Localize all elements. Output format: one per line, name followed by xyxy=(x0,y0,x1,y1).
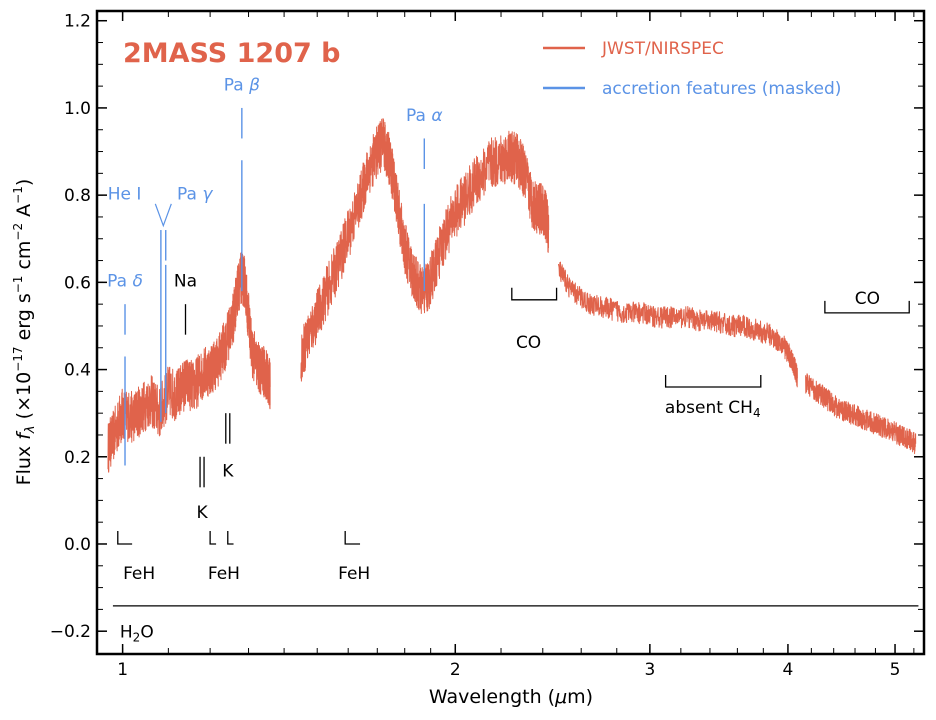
feature-bracket xyxy=(664,375,762,388)
tick-marks: −0.2 0.0 0.2 0.4 0.6 0.8 1.0 1.2 1 2 3 4 5 xyxy=(50,12,923,680)
annotation-label: He I xyxy=(108,185,142,205)
x-tick-label: 4 xyxy=(783,660,794,680)
annotation-label: FeH xyxy=(123,564,155,584)
x-tick-label: 1 xyxy=(117,660,128,680)
chart-title: 2MASS 1207 b xyxy=(123,38,341,69)
annotation-label: FeH xyxy=(338,564,370,584)
accretion-fork xyxy=(154,203,172,228)
accretion-lines xyxy=(124,107,426,466)
y-tick-label: 0.6 xyxy=(64,273,91,293)
y-tick-label: 0.0 xyxy=(64,535,91,555)
annotation-label: Pa δ xyxy=(107,272,143,292)
feature-bracket xyxy=(117,530,133,545)
annotation-label: Pa α xyxy=(406,106,443,126)
y-tick-label: −0.2 xyxy=(50,622,91,642)
x-axis-title: Wavelength (μm) xyxy=(429,686,593,708)
plot-frame xyxy=(95,9,926,656)
feature-annotations: Pa δ He I Pa γ Pa β Pa α Na K K FeH FeH FeH CO CO abs… xyxy=(107,75,919,645)
x-tick-label: 3 xyxy=(644,660,655,680)
y-tick-label: 0.4 xyxy=(64,361,91,381)
x-tick-label: 2 xyxy=(450,660,461,680)
feature-bracket xyxy=(511,287,558,301)
annotation-label: Na xyxy=(174,272,197,292)
y-tick-label: 1.0 xyxy=(64,99,91,119)
spectrum-line xyxy=(558,261,798,388)
annotation-label: K xyxy=(196,503,208,523)
y-tick-label: 1.2 xyxy=(64,12,91,32)
x-tick-label: 5 xyxy=(890,660,901,680)
legend-label-spectrum: JWST/NIRSPEC xyxy=(601,39,724,59)
feature-bracket xyxy=(344,530,361,545)
legend-label-accretion: accretion features (masked) xyxy=(602,79,841,99)
annotation-label: CO xyxy=(855,289,880,309)
annotation-label: FeH xyxy=(208,564,240,584)
y-tick-label: 0.8 xyxy=(64,186,91,206)
annotation-label: K xyxy=(222,461,234,481)
feature-bracket xyxy=(227,530,234,545)
spectrum-line xyxy=(805,373,917,455)
y-axis-title: Flux fλ (×10−17 erg s−1 cm−2 A−1) xyxy=(11,179,38,486)
legend: JWST/NIRSPEC accretion features (masked) xyxy=(543,39,841,99)
annotation-label: Pa β xyxy=(224,75,260,95)
annotation-label: H2O xyxy=(120,623,154,645)
y-tick-label: 0.2 xyxy=(64,448,91,468)
feature-bracket xyxy=(824,300,910,314)
spectrum-line xyxy=(107,251,271,473)
annotation-label: CO xyxy=(516,333,541,353)
annotation-label: Pa γ xyxy=(177,185,213,205)
feature-bracket xyxy=(209,530,217,545)
annotation-label: absent CH4 xyxy=(665,398,761,420)
